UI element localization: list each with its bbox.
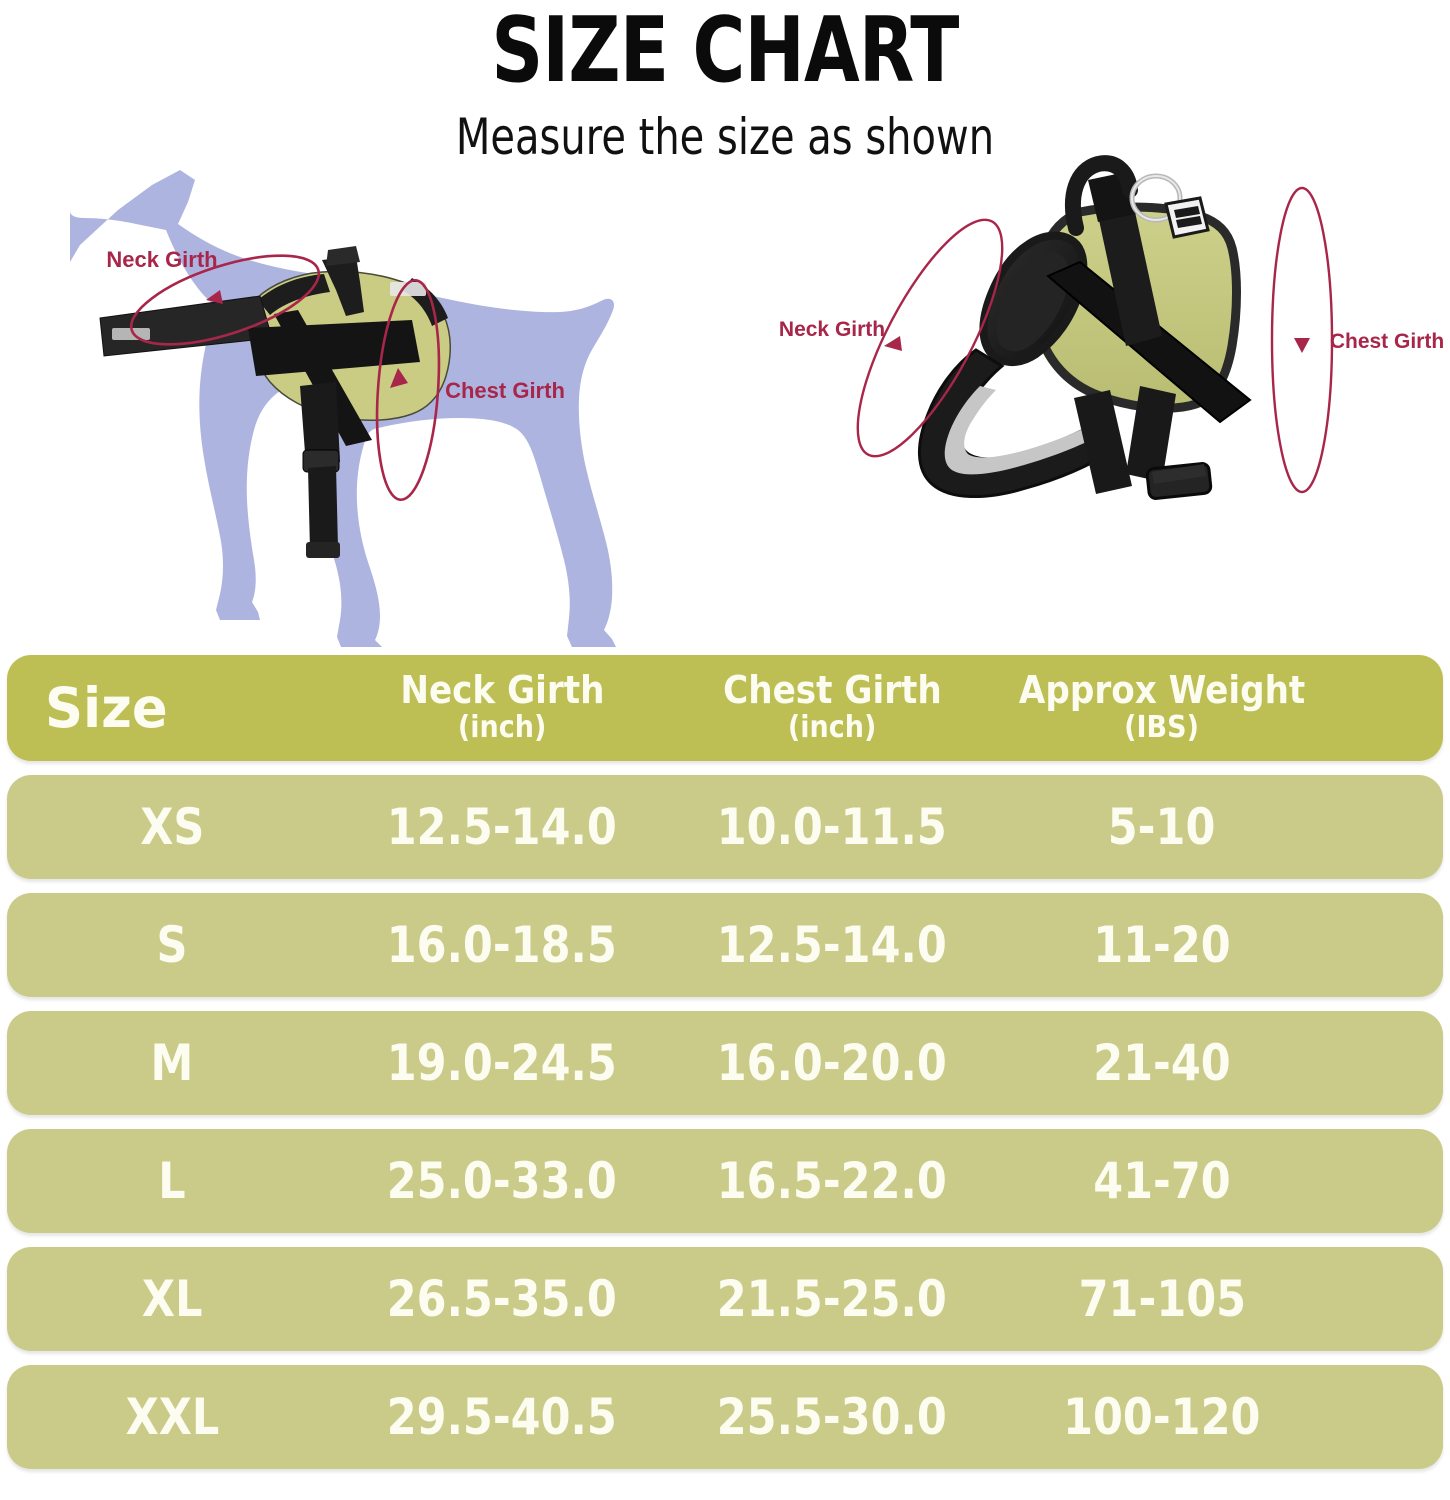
- header-unit-neck: (inch): [457, 709, 547, 745]
- dog-diagram: Neck Girth Chest Girth: [60, 150, 680, 650]
- cell-chest: 12.5-14.0: [667, 893, 997, 997]
- chest-girth-annotation-right: Chest Girth: [1270, 186, 1444, 494]
- table-row: XXL 29.5-40.5 25.5-30.0 100-120: [7, 1365, 1443, 1469]
- page-subtitle: Measure the size as shown: [455, 108, 995, 166]
- cell-weight: 21-40: [997, 1011, 1327, 1115]
- table-row: S 16.0-18.5 12.5-14.0 11-20: [7, 893, 1443, 997]
- cell-neck: 29.5-40.5: [337, 1365, 667, 1469]
- value-neck: 26.5-35.0: [386, 1270, 618, 1328]
- cell-weight: 100-120: [997, 1365, 1327, 1469]
- page-header: SIZE CHART Measure the size as shown: [0, 0, 1450, 180]
- header-cell-size: Size: [7, 655, 337, 761]
- size-table: Size Neck Girth (inch) Chest Girth (inch…: [0, 655, 1450, 1483]
- cell-chest: 21.5-25.0: [667, 1247, 997, 1351]
- value-chest: 16.5-22.0: [716, 1152, 948, 1210]
- chest-girth-label-left: Chest Girth: [445, 378, 565, 403]
- cell-weight: 5-10: [997, 775, 1327, 879]
- cell-chest: 25.5-30.0: [667, 1365, 997, 1469]
- value-neck: 12.5-14.0: [386, 798, 618, 856]
- cell-size: XS: [7, 775, 337, 879]
- header-cell-neck: Neck Girth (inch): [337, 655, 667, 761]
- value-weight: 11-20: [1093, 916, 1231, 974]
- cell-neck: 12.5-14.0: [337, 775, 667, 879]
- table-row: M 19.0-24.5 16.0-20.0 21-40: [7, 1011, 1443, 1115]
- page-title: SIZE CHART: [491, 0, 959, 103]
- value-chest: 10.0-11.5: [716, 798, 948, 856]
- value-weight: 41-70: [1093, 1152, 1231, 1210]
- brand-label: [1164, 196, 1210, 239]
- cell-weight: 71-105: [997, 1247, 1327, 1351]
- cell-size: S: [7, 893, 337, 997]
- value-size: S: [156, 916, 188, 974]
- cell-chest: 10.0-11.5: [667, 775, 997, 879]
- neck-girth-annotation-left: Neck Girth: [106, 247, 321, 346]
- d-ring-icon: [1129, 173, 1183, 223]
- chest-girth-annotation-left: Chest Girth: [375, 278, 565, 502]
- illustration-band: Neck Girth Chest Girth: [0, 150, 1450, 650]
- cell-chest: 16.0-20.0: [667, 1011, 997, 1115]
- value-neck: 16.0-18.5: [386, 916, 618, 974]
- chest-girth-label-right: Chest Girth: [1330, 330, 1444, 353]
- value-size: XXL: [125, 1388, 219, 1446]
- value-weight: 5-10: [1108, 798, 1216, 856]
- cell-weight: 11-20: [997, 893, 1327, 997]
- header-cell-chest: Chest Girth (inch): [667, 655, 997, 761]
- header-label-weight: Approx Weight: [1018, 668, 1306, 713]
- value-chest: 25.5-30.0: [716, 1388, 948, 1446]
- value-neck: 19.0-24.5: [386, 1034, 618, 1092]
- value-size: M: [150, 1034, 194, 1092]
- cell-size: XL: [7, 1247, 337, 1351]
- value-neck: 29.5-40.5: [386, 1388, 618, 1446]
- value-size: XS: [139, 798, 205, 856]
- value-weight: 100-120: [1063, 1388, 1261, 1446]
- value-chest: 21.5-25.0: [716, 1270, 948, 1328]
- value-size: XL: [141, 1270, 203, 1328]
- neck-girth-label-right: Neck Girth: [779, 318, 885, 341]
- value-weight: 71-105: [1078, 1270, 1246, 1328]
- table-header-row: Size Neck Girth (inch) Chest Girth (inch…: [7, 655, 1443, 761]
- value-size: L: [158, 1152, 186, 1210]
- value-neck: 25.0-33.0: [386, 1152, 618, 1210]
- value-chest: 16.0-20.0: [716, 1034, 948, 1092]
- cell-size: M: [7, 1011, 337, 1115]
- header-label-chest: Chest Girth: [722, 668, 942, 713]
- cell-neck: 26.5-35.0: [337, 1247, 667, 1351]
- cell-size: XXL: [7, 1365, 337, 1469]
- cell-neck: 19.0-24.5: [337, 1011, 667, 1115]
- neck-girth-annotation-right: Neck Girth: [779, 218, 1004, 458]
- cell-neck: 16.0-18.5: [337, 893, 667, 997]
- cell-weight: 41-70: [997, 1129, 1327, 1233]
- cell-size: L: [7, 1129, 337, 1233]
- table-row: XL 26.5-35.0 21.5-25.0 71-105: [7, 1247, 1443, 1351]
- neck-girth-label-left: Neck Girth: [106, 247, 217, 272]
- cell-neck: 25.0-33.0: [337, 1129, 667, 1233]
- header-cell-weight: Approx Weight (IBS): [997, 655, 1327, 761]
- harness-on-dog: [99, 246, 451, 558]
- header-unit-chest: (inch): [787, 709, 877, 745]
- header-unit-weight: (IBS): [1124, 709, 1200, 745]
- table-row: XS 12.5-14.0 10.0-11.5 5-10: [7, 775, 1443, 879]
- header-label-size: Size: [45, 675, 168, 740]
- harness-body: [917, 155, 1252, 500]
- header-label-neck: Neck Girth: [399, 668, 605, 713]
- value-weight: 21-40: [1093, 1034, 1231, 1092]
- table-row: L 25.0-33.0 16.5-22.0 41-70: [7, 1129, 1443, 1233]
- value-chest: 12.5-14.0: [716, 916, 948, 974]
- harness-photo: Neck Girth Chest Girth: [779, 150, 1444, 580]
- cell-chest: 16.5-22.0: [667, 1129, 997, 1233]
